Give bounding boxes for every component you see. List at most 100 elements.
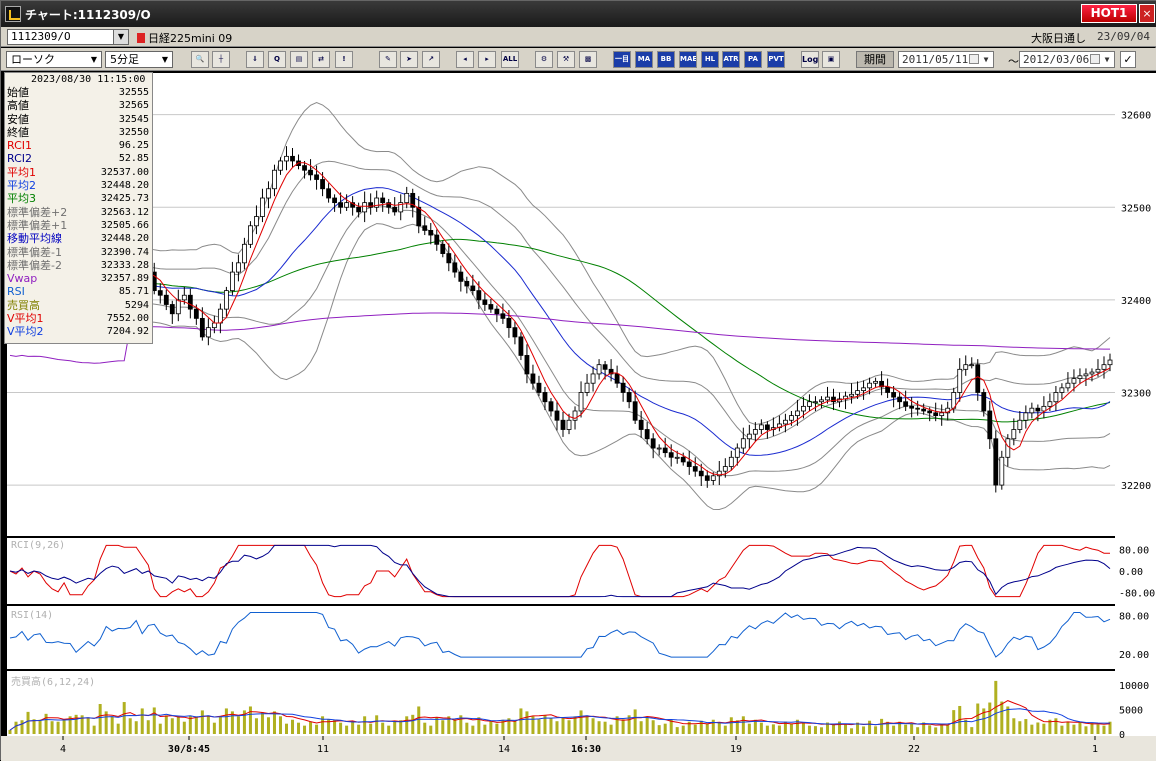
pen-icon[interactable]: ✎	[379, 51, 397, 68]
chart-window-icon[interactable]: ▣	[822, 51, 840, 68]
calendar-icon[interactable]	[969, 54, 979, 64]
volume-bar	[327, 719, 331, 734]
candle-body	[975, 364, 981, 393]
chevron-down-icon[interactable]: ▼	[983, 55, 989, 64]
candle-body	[1041, 405, 1047, 412]
volume-bar	[898, 721, 902, 734]
candle-body	[500, 313, 506, 319]
info-rows: 始値 32555 高値 32565 安値 32545 終値 32550 RCI1 96.25 RCI…	[5, 86, 152, 339]
candle-body	[1107, 359, 1113, 366]
chart-type-select[interactable]: ローソク ▼	[6, 51, 102, 68]
candle-body	[536, 382, 542, 393]
volume-bar	[50, 721, 54, 734]
scroll-right-icon[interactable]: ▸	[478, 51, 496, 68]
candle-body	[205, 327, 211, 338]
volume-bar	[693, 724, 697, 734]
candle-body	[1059, 387, 1065, 393]
volume-bar	[1030, 724, 1034, 734]
volume-bar	[735, 720, 739, 734]
volume-bar	[705, 723, 709, 734]
info-value: 32545	[118, 113, 149, 125]
zoom-icon[interactable]: 🔍	[191, 51, 209, 68]
chevron-down-icon[interactable]: ▼	[113, 29, 129, 45]
candle-body	[187, 294, 193, 310]
info-value: 32357.89	[100, 273, 149, 285]
info-label: V平均2	[7, 325, 44, 339]
indicator-button[interactable]: 一目	[613, 51, 631, 68]
volume-bar	[831, 723, 835, 734]
interval-select[interactable]: 5分足 ▼	[105, 51, 173, 68]
scroll-left-icon[interactable]: ◂	[456, 51, 474, 68]
compare-icon[interactable]: ⇄	[312, 51, 330, 68]
volume-bar	[98, 704, 102, 734]
indicator-button[interactable]: ATR	[722, 51, 740, 68]
volume-bar	[20, 720, 24, 734]
pointer-icon[interactable]: ➤	[400, 51, 418, 68]
calendar-icon[interactable]	[1090, 54, 1100, 64]
search-icon[interactable]: Q	[268, 51, 286, 68]
candle-body	[867, 382, 872, 389]
volume-bar	[922, 722, 926, 734]
all-icon[interactable]: ALL	[501, 51, 519, 68]
candle-body	[302, 165, 307, 171]
end-date-field[interactable]: 2012/03/06 ▼	[1019, 51, 1115, 68]
candle-body	[1089, 371, 1095, 375]
check-icon[interactable]: ✓	[1120, 51, 1136, 68]
log-button[interactable]: Log	[801, 51, 819, 68]
indicator-button[interactable]: HL	[701, 51, 719, 68]
candle-body	[776, 423, 782, 429]
indicator-button[interactable]: PVT	[767, 51, 785, 68]
volume-bar	[964, 719, 968, 734]
instrument-label: 日経225mini 09	[137, 30, 232, 46]
price-chart-svg[interactable]: 32200 32300 32400 32500 32600 80.00 0.00 -80.00…	[1, 71, 1156, 761]
hot-button[interactable]: HOT1	[1081, 4, 1137, 23]
candle-body	[885, 386, 890, 393]
volume-bar	[850, 728, 854, 734]
arrow-icon[interactable]: ↗	[422, 51, 440, 68]
indicator-button[interactable]: MAE	[679, 51, 697, 68]
chart-icon[interactable]: ▤	[290, 51, 308, 68]
info-value: 32448.20	[100, 233, 149, 245]
current-date: 23/09/04	[1097, 30, 1150, 43]
volume-bar	[194, 716, 198, 734]
info-value: 32505.66	[100, 219, 149, 231]
volume-bar	[405, 716, 409, 734]
volume-bar	[309, 721, 313, 734]
volume-bar	[56, 721, 60, 734]
candle-body	[284, 155, 289, 162]
info-row: 始値 32555	[5, 86, 152, 99]
chart-area[interactable]: 32200 32300 32400 32500 32600 80.00 0.00 -80.00…	[1, 71, 1156, 761]
volume-bar	[657, 725, 661, 734]
settings-icon[interactable]: ⚙	[535, 51, 553, 68]
symbol-select[interactable]: 1112309/O	[7, 29, 129, 45]
time-tick-label: 11	[317, 744, 329, 755]
candle-body	[1023, 412, 1029, 421]
chevron-down-icon: ▼	[90, 55, 98, 64]
indicator-button[interactable]: MA	[635, 51, 653, 68]
candle-body	[969, 364, 975, 367]
candle-body	[380, 197, 386, 204]
chevron-down-icon[interactable]: ▼	[1104, 55, 1110, 64]
tools-icon[interactable]: ⚒	[557, 51, 575, 68]
volume-bar	[333, 719, 337, 734]
indicator-button[interactable]: BB	[657, 51, 675, 68]
candle-body	[981, 392, 987, 412]
color-icon[interactable]: ▩	[579, 51, 597, 68]
close-button[interactable]: ×	[1139, 4, 1155, 23]
time-tick-label: 19	[730, 744, 742, 755]
volume-bar	[501, 719, 505, 734]
indicator-button[interactable]: PA	[744, 51, 762, 68]
download-icon[interactable]: ⇓	[246, 51, 264, 68]
volume-bar	[272, 711, 276, 734]
volume-bar	[465, 722, 469, 734]
volume-bar	[122, 702, 126, 734]
volume-bar	[567, 720, 571, 734]
volume-bar	[645, 717, 649, 734]
candle-body	[831, 396, 836, 403]
candle-body	[338, 202, 344, 208]
period-button[interactable]: 期間	[856, 51, 894, 68]
start-date-field[interactable]: 2011/05/11 ▼	[898, 51, 994, 68]
info-icon[interactable]: !	[335, 51, 353, 68]
cursor-split-icon[interactable]: ┼	[212, 51, 230, 68]
volume-bar	[140, 708, 144, 734]
